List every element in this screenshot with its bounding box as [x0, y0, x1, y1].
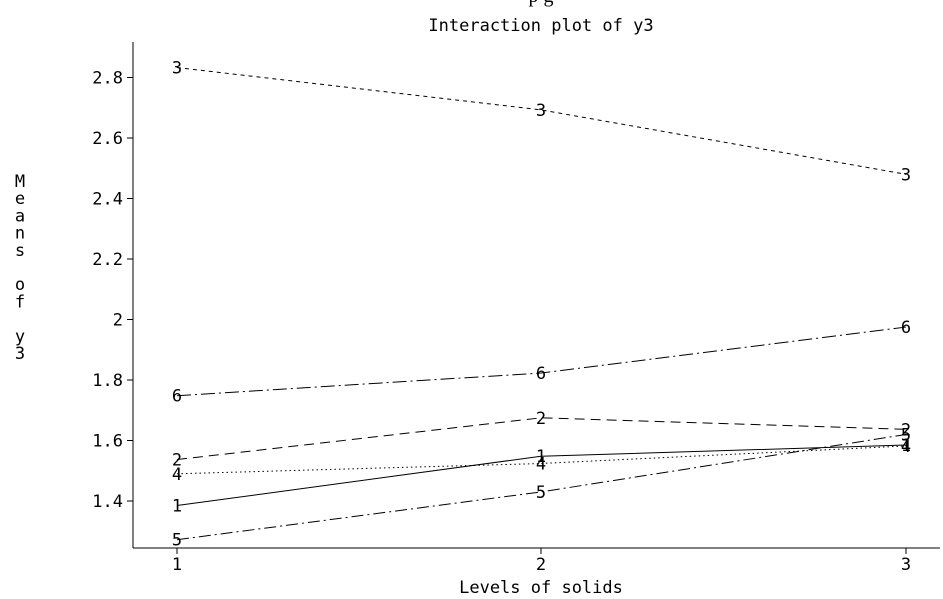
- y-tick-label: 2: [113, 311, 123, 331]
- series-4-point-marker: 4: [536, 454, 546, 474]
- y-axis-label-char: f: [15, 292, 25, 312]
- series-4-line: [176, 445, 907, 475]
- x-axis-label: Levels of solids: [459, 578, 623, 598]
- y-ticks: 1.4 1.6 1.8 2 2.2 2.4 2.6 2.8: [92, 69, 133, 512]
- series-1-point-marker: 1: [172, 497, 182, 517]
- y-axis-label-char: 3: [15, 344, 25, 364]
- series-5-point-marker: 5: [172, 531, 182, 551]
- series-5-point-marker: 5: [901, 425, 911, 445]
- y-axis-label-char: e: [15, 189, 25, 209]
- y-axis-label-char: M: [15, 172, 25, 192]
- series-2-point-marker: 2: [536, 409, 546, 429]
- series-1-point-marker: 1: [536, 447, 546, 467]
- series-2-point-marker: 2: [172, 451, 182, 471]
- y-axis-label-char: n: [15, 224, 25, 244]
- series-3-line: [176, 67, 907, 175]
- y-tick-label: 2.6: [92, 129, 123, 149]
- y-axis-label-char: y: [15, 327, 25, 347]
- y-tick-label: 2.4: [92, 190, 123, 210]
- series-4-point-marker: 4: [901, 437, 911, 457]
- series-6-line: [176, 326, 907, 397]
- series-6-point-marker: 6: [172, 387, 182, 407]
- series-3-point-marker: 3: [536, 101, 546, 121]
- y-tick-label: 1.6: [92, 432, 123, 452]
- series-6-point-marker: 6: [901, 318, 911, 338]
- y-tick-label: 2.2: [92, 250, 123, 270]
- series-2-line: [176, 417, 907, 461]
- svg-text:p: p g: [529, 0, 554, 7]
- series-3-point-marker: 3: [172, 59, 182, 79]
- series-5-point-marker: 5: [536, 483, 546, 503]
- x-tick-label: 1: [172, 555, 182, 575]
- clipped-header: p g: [529, 0, 554, 7]
- series-3-point-marker: 3: [901, 165, 911, 185]
- y-axis-label-char: a: [15, 206, 25, 226]
- series-1-line: [176, 444, 907, 507]
- series-2-point-marker: 2: [901, 420, 911, 440]
- x-tick-label: 3: [901, 555, 911, 575]
- series-6-point-marker: 6: [536, 364, 546, 384]
- y-axis-label-char: o: [15, 275, 25, 295]
- x-ticks: 1 2 3: [172, 548, 911, 575]
- series-4-point-marker: 4: [172, 465, 182, 485]
- y-tick-label: 1.8: [92, 371, 123, 391]
- chart-title: Interaction plot of y3: [428, 16, 653, 36]
- y-axis-label-char: s: [15, 241, 25, 261]
- y-tick-label: 2.8: [92, 69, 123, 89]
- x-tick-label: 2: [536, 555, 546, 575]
- y-tick-label: 1.4: [92, 492, 123, 512]
